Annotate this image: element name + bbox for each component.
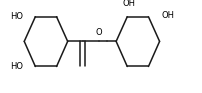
- Text: OH: OH: [162, 11, 175, 20]
- Text: OH: OH: [123, 0, 136, 8]
- Text: O: O: [96, 28, 102, 37]
- Text: HO: HO: [10, 62, 23, 71]
- Text: HO: HO: [10, 12, 23, 21]
